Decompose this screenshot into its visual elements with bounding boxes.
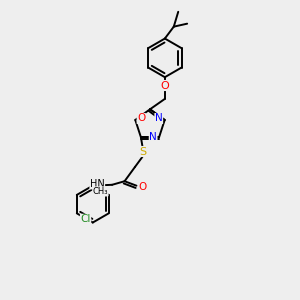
Text: S: S [139, 146, 146, 157]
Text: O: O [137, 113, 146, 124]
Text: HN: HN [90, 179, 105, 189]
Text: CH₃: CH₃ [93, 187, 108, 196]
Text: O: O [139, 182, 147, 192]
Text: O: O [160, 80, 169, 91]
Text: Cl: Cl [80, 214, 91, 224]
Text: N: N [149, 132, 157, 142]
Text: N: N [155, 113, 163, 124]
